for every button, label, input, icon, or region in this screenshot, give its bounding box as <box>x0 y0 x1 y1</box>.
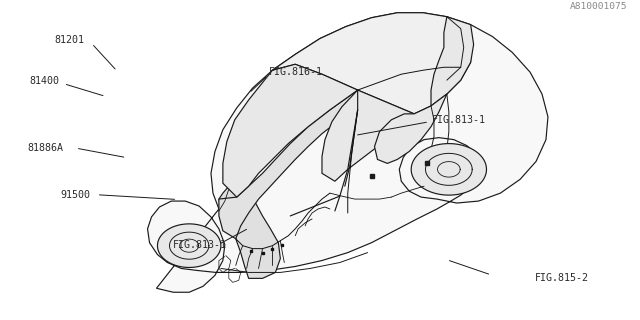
Polygon shape <box>148 13 548 292</box>
Polygon shape <box>219 179 280 278</box>
Text: 81886A: 81886A <box>27 143 63 153</box>
Polygon shape <box>412 144 486 195</box>
Text: FIG.813-1: FIG.813-1 <box>173 239 227 250</box>
Polygon shape <box>322 90 414 181</box>
Polygon shape <box>374 94 447 164</box>
Text: FIG.815-2: FIG.815-2 <box>534 273 588 283</box>
Text: FIG.816-1: FIG.816-1 <box>269 67 323 77</box>
Polygon shape <box>157 224 221 268</box>
Polygon shape <box>219 90 358 239</box>
Text: 91500: 91500 <box>60 190 90 200</box>
Text: A810001075: A810001075 <box>570 2 628 11</box>
Polygon shape <box>223 64 358 197</box>
Polygon shape <box>273 13 470 114</box>
Text: 81400: 81400 <box>29 76 60 86</box>
Polygon shape <box>431 17 474 106</box>
Text: FIG.813-1: FIG.813-1 <box>431 115 486 124</box>
Text: 81201: 81201 <box>55 35 85 45</box>
